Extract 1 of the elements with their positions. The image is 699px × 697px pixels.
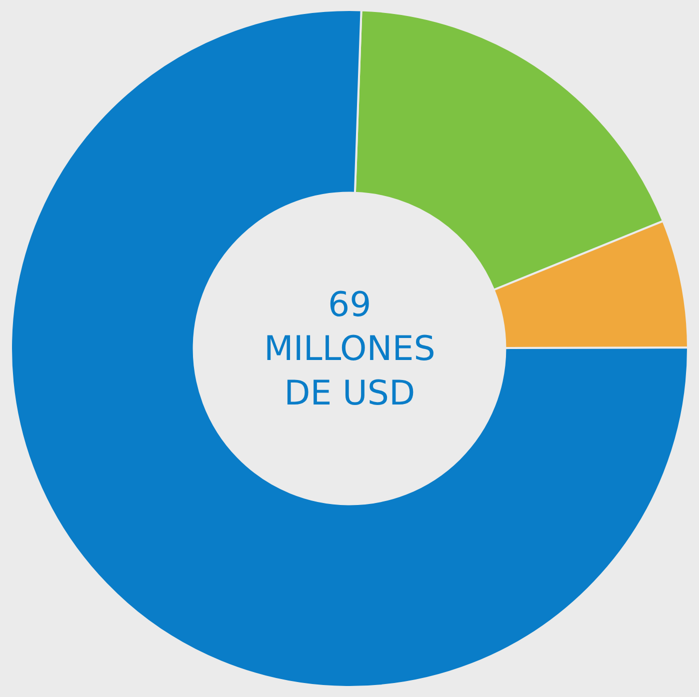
text: 69 MILLONES DE USD [264,285,436,414]
